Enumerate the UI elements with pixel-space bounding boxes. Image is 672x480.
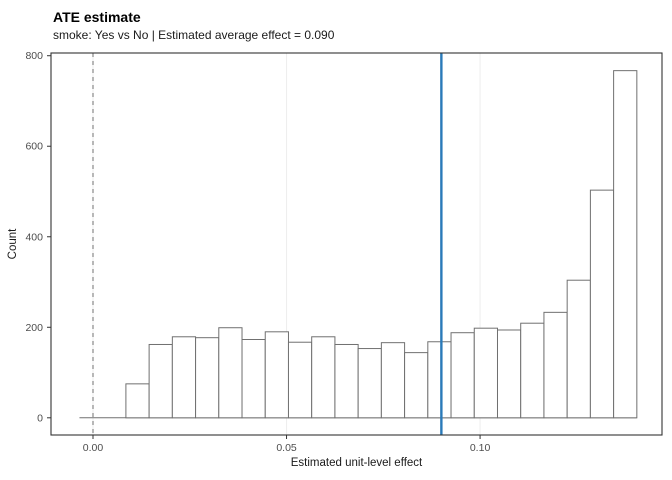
y-tick-label: 0 [37,412,43,424]
histogram-bar [357,348,382,419]
y-tick-label: 800 [25,50,43,62]
histogram-bar [473,327,498,419]
histogram-bar [125,383,150,419]
histogram-bar [496,329,522,419]
x-tick-label: 0.10 [470,442,491,454]
histogram-bar [589,189,615,419]
histogram-bar [241,339,266,419]
histogram-bar [427,341,452,419]
x-axis-title: Estimated unit-level effect [291,457,423,469]
histogram-bar [566,279,591,419]
plot-title: ATE estimate [53,9,141,25]
y-tick-label: 600 [25,141,43,153]
histogram-bar [218,327,243,419]
histogram-bar [613,70,638,419]
x-tick-label: 0.05 [276,442,297,454]
histogram-bar [450,332,475,419]
histogram-bar [311,336,336,419]
histogram-bar [171,336,197,419]
plot-subtitle: smoke: Yes vs No | Estimated average eff… [53,28,335,42]
y-tick-label: 400 [25,231,43,243]
histogram-bar [195,337,220,419]
panel-border [50,52,663,436]
histogram-bar [380,342,406,419]
x-tick-label: 0.00 [83,442,104,454]
histogram-bar [543,311,568,419]
histogram-bar [264,331,289,419]
histogram-bar [287,341,313,419]
histogram-bar [404,352,429,419]
y-tick-label: 200 [25,322,43,334]
histogram-bar [148,343,173,419]
y-axis-title: Count [7,228,19,259]
histogram-bar [334,343,359,419]
histogram-bar [520,322,545,419]
